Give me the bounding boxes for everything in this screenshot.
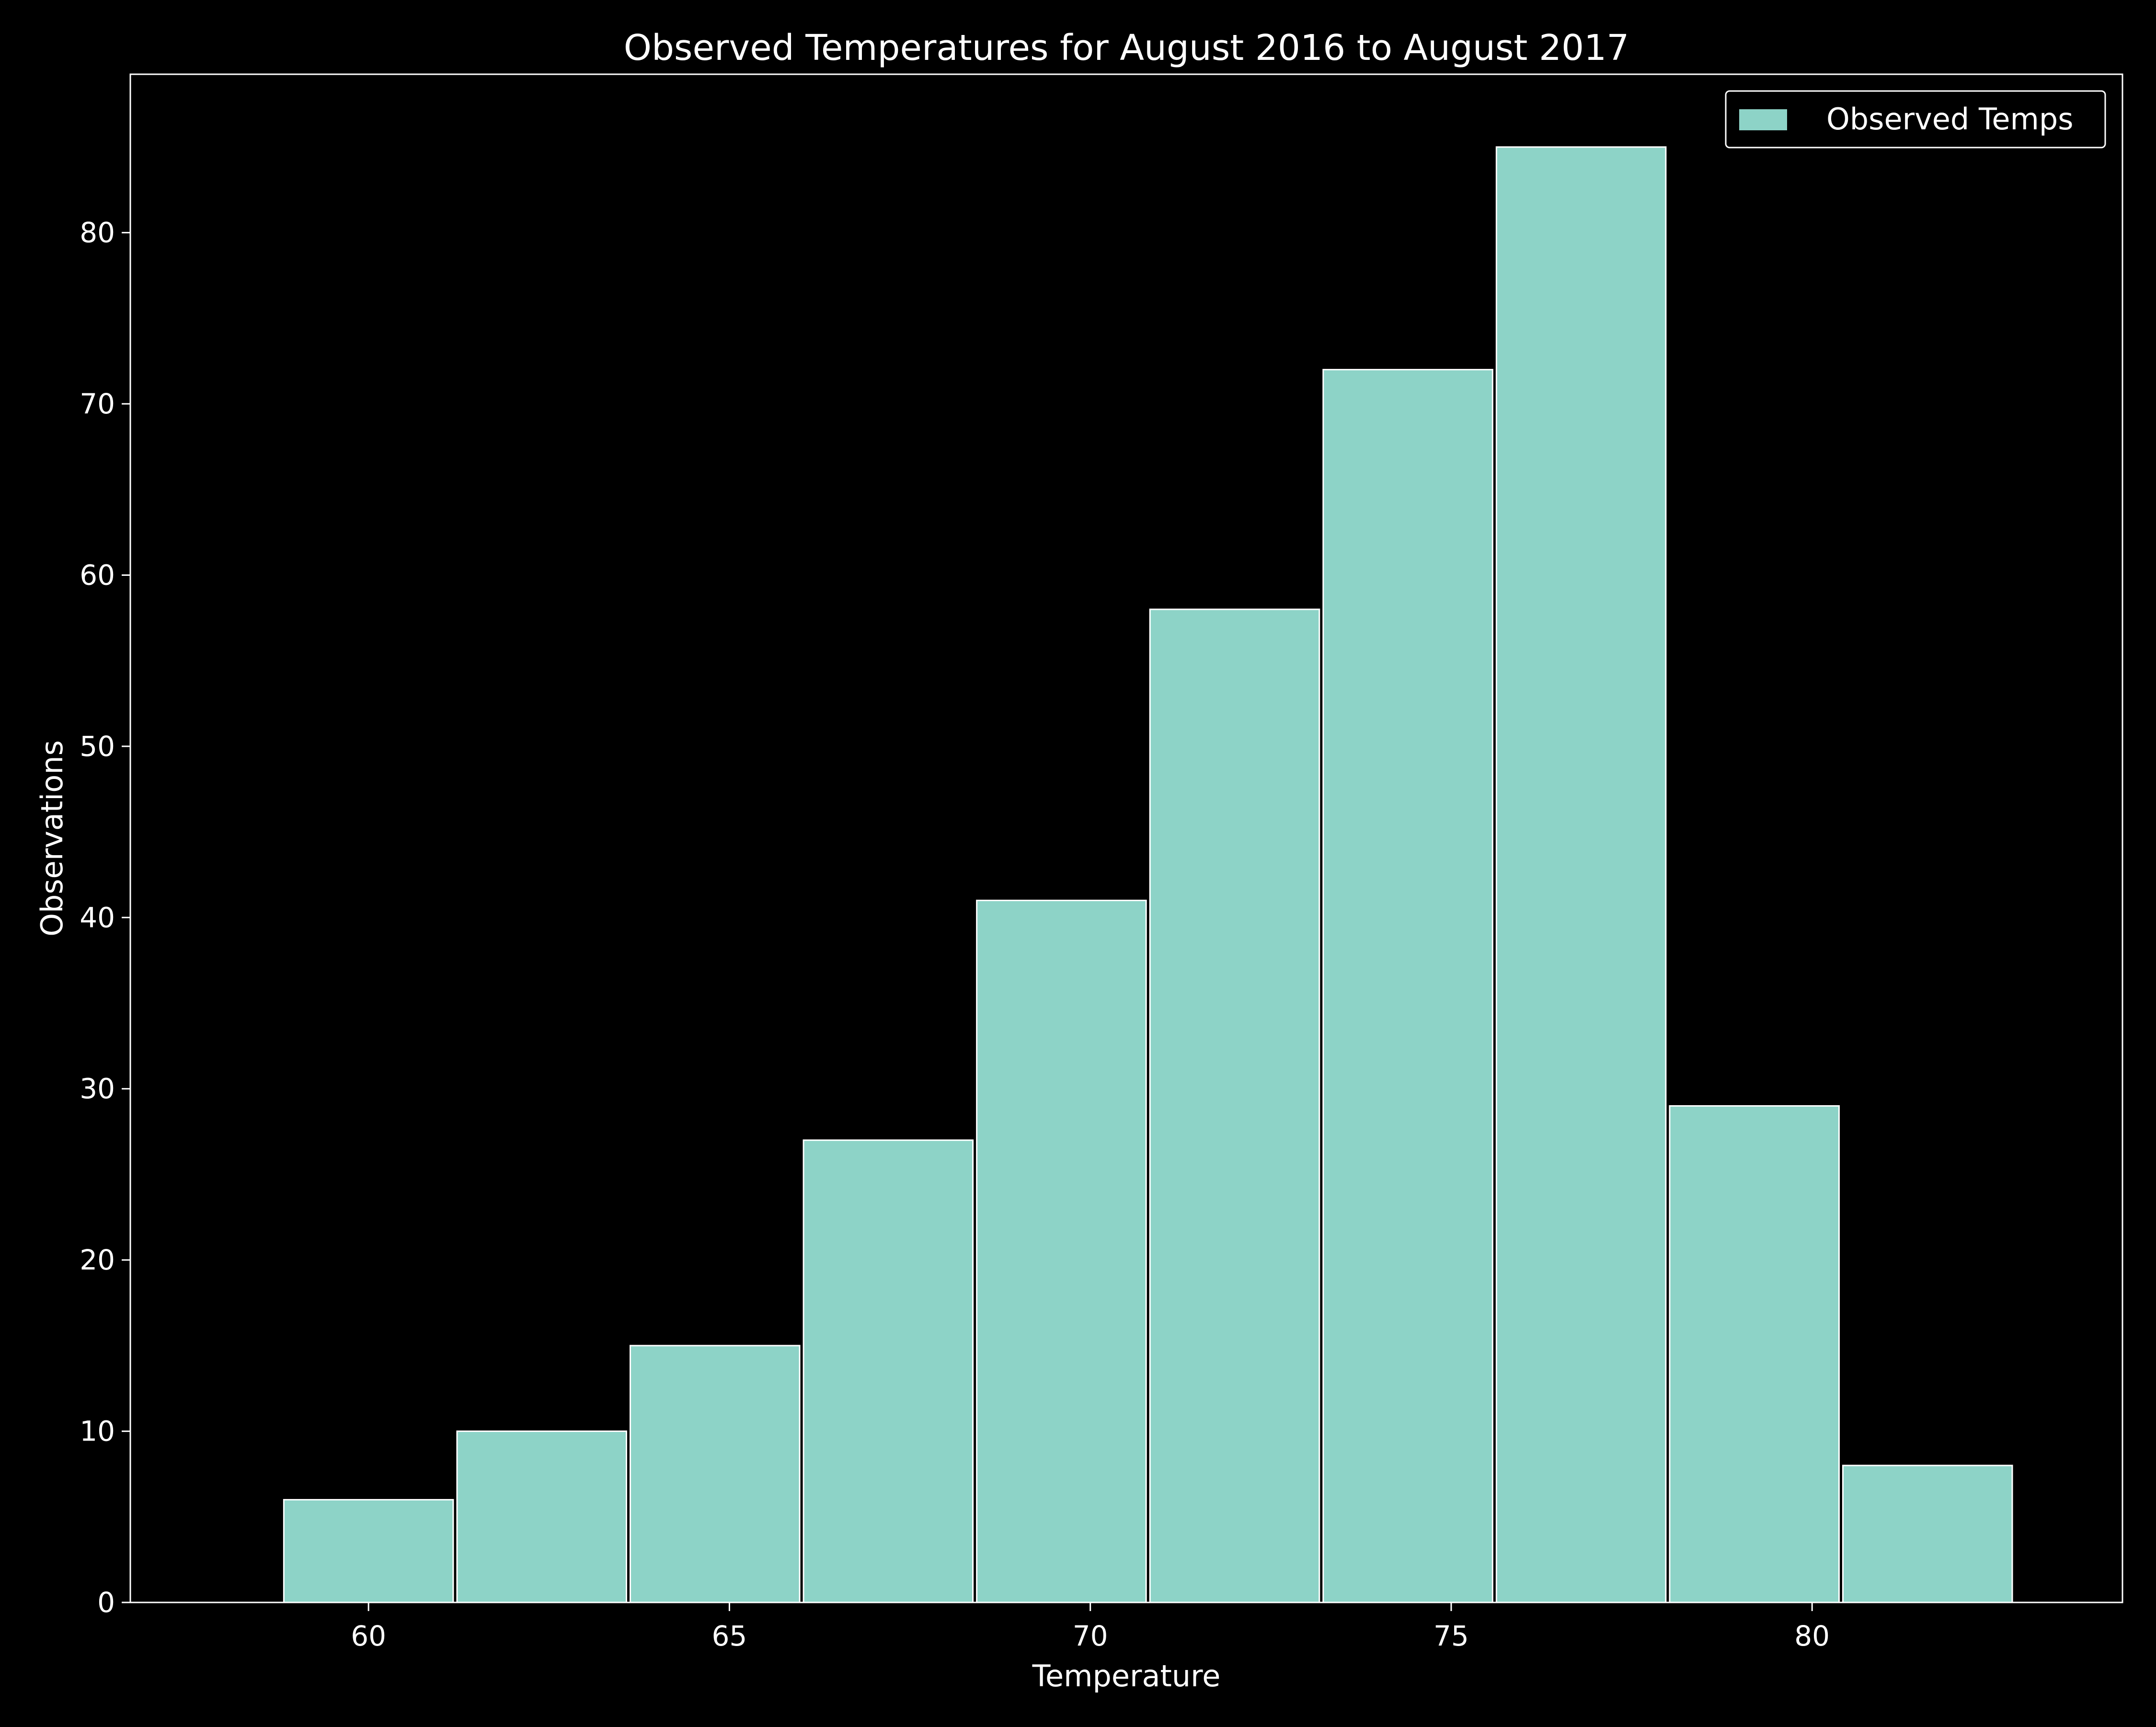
x-tick-label: 60 <box>351 1620 386 1652</box>
legend-box <box>1725 90 2106 149</box>
chart-title: Observed Temperatures for August 2016 to… <box>624 27 1629 69</box>
x-tick-label: 80 <box>1794 1620 1830 1652</box>
x-tick-label: 70 <box>1073 1620 1108 1652</box>
histogram-bar <box>1495 146 1667 1603</box>
bars-group <box>283 146 2013 1603</box>
y-axis-label: Observations <box>34 740 69 937</box>
histogram-bar <box>1322 369 1493 1603</box>
x-axis-ticks: 60 65 70 75 80 <box>351 1602 1830 1652</box>
legend-swatch <box>1739 109 1787 130</box>
histogram-bar <box>283 1499 454 1603</box>
plot-frame <box>129 73 2123 1603</box>
y-tick-label: 30 <box>80 1073 115 1105</box>
y-tick-label: 20 <box>80 1244 115 1276</box>
y-axis-ticks: 0 10 20 30 40 50 60 70 80 <box>80 217 130 1619</box>
histogram-bar <box>630 1345 801 1603</box>
histogram-bar <box>1669 1105 1840 1603</box>
histogram-bar <box>1149 608 1320 1603</box>
x-axis-label: Temperature <box>1032 1658 1221 1693</box>
y-tick-label: 50 <box>80 730 115 763</box>
histogram-bar <box>976 900 1147 1603</box>
x-tick-label: 75 <box>1434 1620 1469 1652</box>
x-tick-label: 65 <box>712 1620 747 1652</box>
y-tick-label: 40 <box>80 901 115 934</box>
legend: Observed Temps <box>1725 90 2106 149</box>
histogram-bar <box>456 1430 627 1603</box>
y-tick-label: 0 <box>97 1586 115 1619</box>
y-tick-label: 60 <box>80 559 115 591</box>
legend-entry-observed-temps: Observed Temps <box>1826 102 2074 137</box>
y-tick-label: 70 <box>80 388 115 420</box>
y-tick-label: 80 <box>80 217 115 249</box>
histogram-bar <box>803 1139 974 1603</box>
y-tick-label: 10 <box>80 1415 115 1448</box>
histogram-bar <box>1842 1464 2013 1603</box>
